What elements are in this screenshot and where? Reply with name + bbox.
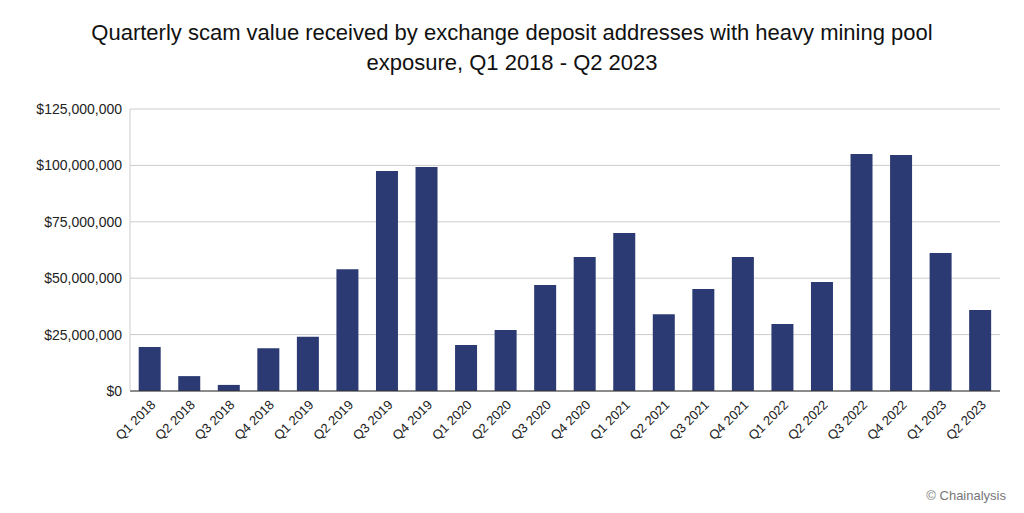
svg-text:Q3 2020: Q3 2020 xyxy=(508,397,554,443)
svg-text:Q2 2018: Q2 2018 xyxy=(152,397,198,443)
svg-text:Q1 2022: Q1 2022 xyxy=(745,397,791,443)
svg-text:Q3 2018: Q3 2018 xyxy=(192,397,238,443)
svg-text:Q2 2020: Q2 2020 xyxy=(468,397,514,443)
svg-text:Q2 2023: Q2 2023 xyxy=(943,397,989,443)
svg-text:Q4 2022: Q4 2022 xyxy=(864,397,910,443)
svg-text:$0: $0 xyxy=(106,383,122,399)
svg-text:$75,000,000: $75,000,000 xyxy=(44,214,122,230)
svg-text:Q2 2021: Q2 2021 xyxy=(627,397,673,443)
svg-text:Q4 2018: Q4 2018 xyxy=(231,397,277,443)
svg-text:Q3 2021: Q3 2021 xyxy=(666,397,712,443)
svg-text:Q4 2021: Q4 2021 xyxy=(706,397,752,443)
svg-text:Q1 2019: Q1 2019 xyxy=(271,397,317,443)
svg-text:Q4 2019: Q4 2019 xyxy=(389,397,435,443)
svg-text:Q3 2022: Q3 2022 xyxy=(824,397,870,443)
svg-text:$50,000,000: $50,000,000 xyxy=(44,270,122,286)
svg-text:Q2 2019: Q2 2019 xyxy=(310,397,356,443)
svg-text:Q3 2019: Q3 2019 xyxy=(350,397,396,443)
svg-text:Q1 2021: Q1 2021 xyxy=(587,397,633,443)
svg-text:$125,000,000: $125,000,000 xyxy=(36,101,122,117)
svg-text:Q4 2020: Q4 2020 xyxy=(548,397,594,443)
svg-text:Q2 2022: Q2 2022 xyxy=(785,397,831,443)
svg-text:$25,000,000: $25,000,000 xyxy=(44,327,122,343)
html-text:Quarterly scam value received: Quarterly scam value received by exchang… xyxy=(91,20,933,75)
svg-text:Q1 2020: Q1 2020 xyxy=(429,397,475,443)
svg-text:Q1 2018: Q1 2018 xyxy=(113,397,159,443)
svg-text:$100,000,000: $100,000,000 xyxy=(36,157,122,173)
svg-text:Q1 2023: Q1 2023 xyxy=(903,397,949,443)
html-text:© Chainalysis: © Chainalysis xyxy=(926,488,1006,503)
